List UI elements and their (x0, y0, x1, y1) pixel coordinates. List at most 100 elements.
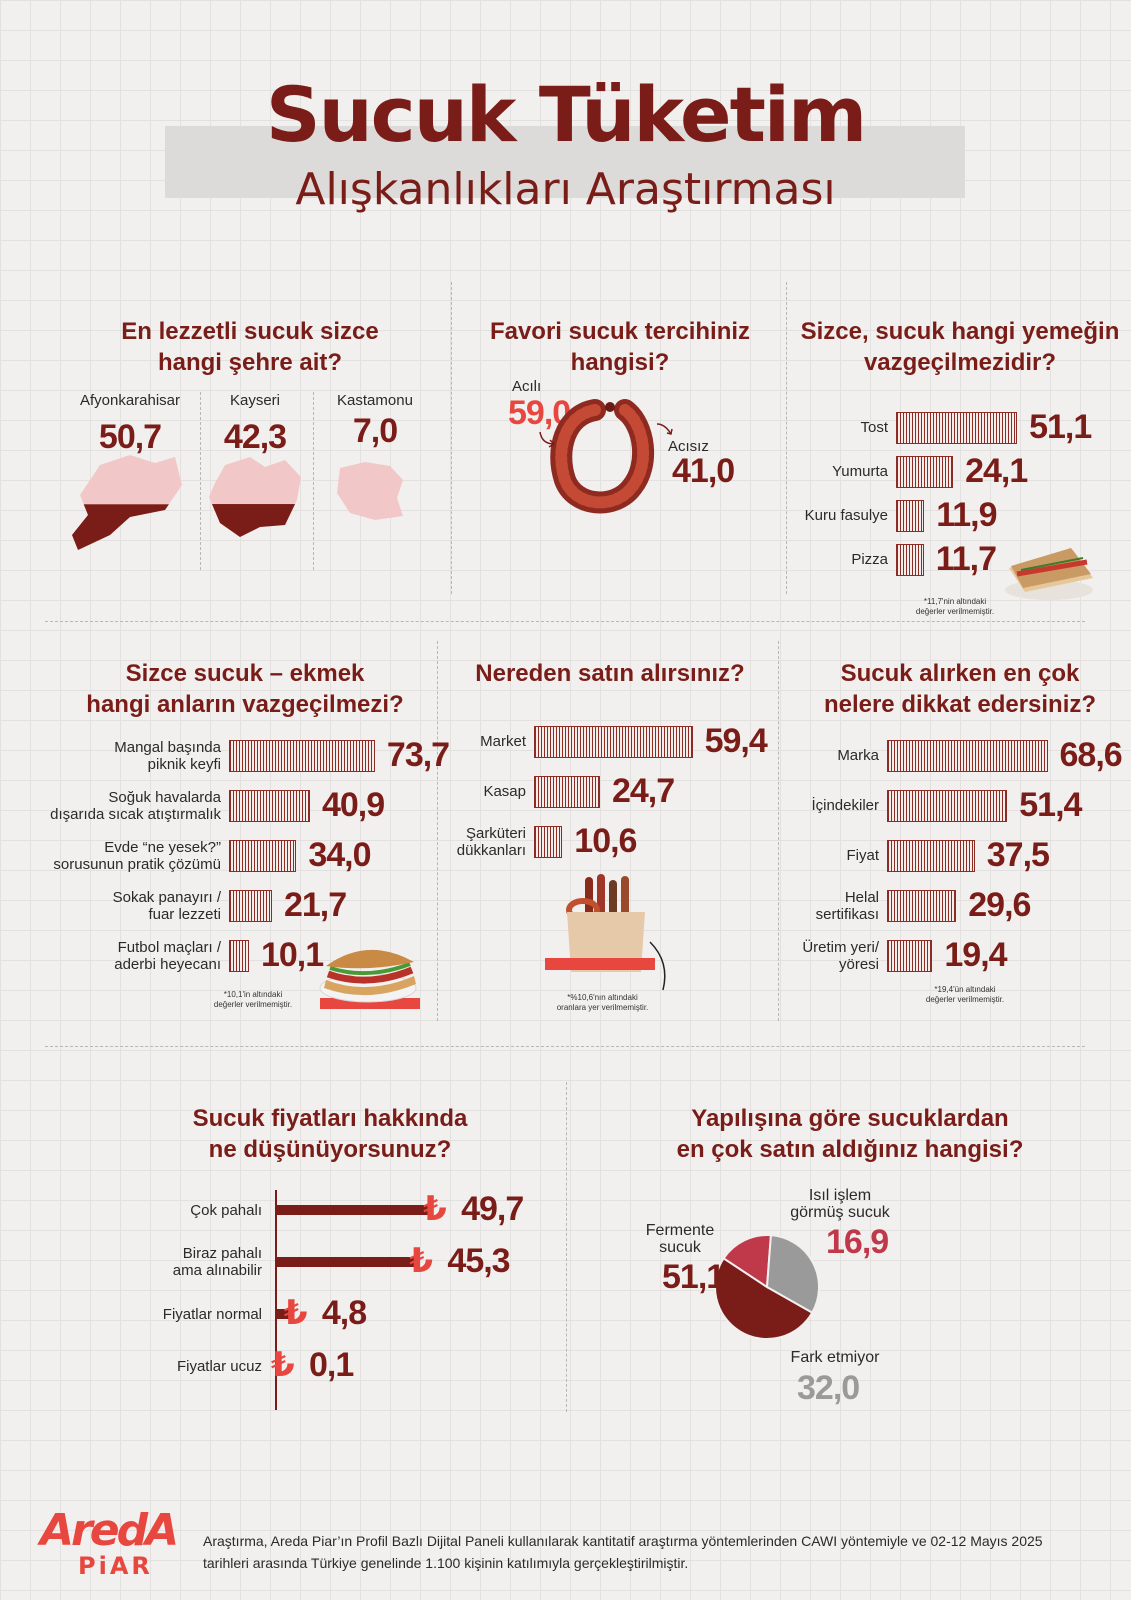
q1-question: En lezzetli sucuk sizce hangi şehre ait? (40, 316, 460, 378)
q5-label-1: Kasap (416, 783, 526, 800)
title-band (165, 126, 965, 198)
divider (778, 641, 779, 1021)
q3-note-line2: değerler verilmemiştir. (915, 607, 995, 616)
q5-bar-0 (534, 726, 693, 758)
pie-slice-fark-etmiyor (765, 1234, 820, 1315)
pie-slice-fermente (714, 1256, 814, 1340)
q3-value-1: 24,1 (965, 452, 1028, 490)
afyonkarahisar-map (72, 455, 182, 550)
q6-bar-3 (887, 890, 957, 922)
q3-question-line1: Sizce, sucuk hangi yemeğin (800, 318, 1120, 345)
q3-label-3-line1: Pizza (851, 551, 888, 568)
q7-question-line1: Sucuk fiyatları hakkında (192, 1105, 468, 1132)
kastamonu-map-base (337, 462, 403, 520)
q7-value-1: 45,3 (447, 1242, 510, 1280)
q7-value-3: 0,1 (309, 1346, 354, 1384)
q7-bar-3 (277, 1361, 279, 1371)
pie-slice-isil-islem (722, 1234, 773, 1289)
q6-label-0: Marka (769, 747, 879, 764)
city-name-kayseri: Kayseri (229, 392, 281, 409)
page-title: Sucuk Tüketim (265, 70, 867, 159)
lira-icon: ₺ (283, 1293, 308, 1333)
q6-bar-2 (887, 840, 975, 872)
footer-text: Araştırma, Areda Piar’ın Profil Bazlı Di… (203, 1533, 1043, 1571)
q6-note-line2: değerler verilmemiştir. (925, 995, 1005, 1004)
q5-bar-2 (534, 826, 563, 858)
q7-question: Sucuk fiyatları hakkında ne düşünüyorsun… (160, 1103, 500, 1165)
city-name-kastamonu: Kastamonu (337, 392, 413, 409)
q5-label-0-line1: Market (480, 733, 526, 750)
q4-question-line1: Sizce sucuk – ekmek (125, 660, 365, 687)
lira-icon: ₺ (409, 1241, 434, 1281)
q5-label-2: Şarküteri dükkanları (416, 825, 526, 859)
kastamonu-map-fill (335, 528, 405, 533)
q7-label-1-line2: ama alınabilir (172, 1262, 262, 1279)
sucuk-bread-image (319, 949, 420, 1009)
city-value-afyonkarahisar: 50,7 (98, 418, 162, 456)
q6-value-1: 51,4 (1019, 786, 1082, 824)
q7-label-0-line1: Çok pahalı (190, 1202, 262, 1219)
isil-islem-label-line2: görmüş sucuk (790, 1204, 890, 1221)
mild-value: 41,0 (672, 452, 735, 490)
q6-value-4: 19,4 (944, 936, 1007, 974)
q6-note: *19,4'ün altındaki değerler verilmemişti… (905, 985, 1025, 1005)
fermente-label-line2: sucuk (659, 1239, 701, 1256)
fermente-value: 51,1 (662, 1258, 725, 1296)
kayseri-map-fill (209, 504, 301, 537)
areda-logo: AredA (40, 1505, 179, 1556)
city-name-afyonkarahisar: Afyonkarahisar (79, 392, 181, 409)
q4-label-2-line2: sorusunun pratik çözümü (53, 856, 221, 873)
q4-label-4: Futbol maçları / aderbi heyecanı (11, 939, 221, 973)
q4-label-4-line1: Futbol maçları / (117, 939, 221, 956)
q4-label-0-line2: piknik keyfi (147, 756, 221, 773)
q7-label-3-line1: Fiyatlar ucuz (176, 1358, 262, 1375)
kastamonu-map (335, 462, 405, 533)
q6-label-2: Fiyat (769, 847, 879, 864)
q3-label-2: Kuru fasulye (768, 507, 888, 524)
q7-bar-0 (277, 1205, 432, 1215)
q4-label-1-line2: dışarıda sıcak atıştırmalık (50, 806, 221, 823)
q6-bar-0 (887, 740, 1048, 772)
q3-bar-3 (896, 544, 924, 576)
divider (45, 621, 1085, 622)
q4-label-2: Evde “ne yesek?” sorusunun pratik çözümü (11, 839, 221, 873)
city-value-kastamonu: 7,0 (352, 412, 398, 450)
q7-label-3: Fiyatlar ucuz (112, 1358, 262, 1375)
q7-label-2: Fiyatlar normal (112, 1306, 262, 1323)
q5-label-2-line1: Şarküteri (465, 825, 526, 842)
q4-label-1: Soğuk havalarda dışarıda sıcak atıştırmal… (11, 789, 221, 823)
q4-note-line2: değerler verilmemiştir. (213, 1000, 293, 1009)
isil-islem-value: 16,9 (826, 1223, 889, 1261)
q3-bar-1 (896, 456, 954, 488)
q3-label-1-line1: Yumurta (832, 463, 888, 480)
q7-value-0: 49,7 (461, 1190, 524, 1228)
q6-label-2-line1: Fiyat (846, 847, 879, 864)
q8-question: Yapılışına göre sucuklardan en çok satın… (580, 1103, 1120, 1165)
q5-note-line1: *%10,6'nın altındaki (567, 993, 638, 1002)
isil-islem-label-line1: Isıl işlem (808, 1187, 872, 1204)
q6-label-0-line1: Marka (837, 747, 879, 764)
q5-note: *%10,6'nın altındaki oranlara yer verilm… (540, 993, 665, 1013)
q6-bar-1 (887, 790, 1008, 822)
toast-sandwich-image (1005, 548, 1093, 600)
q5-value-2: 10,6 (574, 822, 637, 860)
q6-label-1-line1: İçindekiler (811, 797, 879, 814)
q7-label-1-line1: Biraz pahalı (182, 1245, 262, 1262)
q4-label-1-line1: Soğuk havalarda (108, 789, 221, 806)
q3-label-3: Pizza (768, 551, 888, 568)
q4-value-4: 10,1 (260, 936, 324, 974)
q3-label-1: Yumurta (768, 463, 888, 480)
divider (313, 392, 314, 570)
q5-label-2-line2: dükkanları (456, 842, 526, 859)
q4-label-2-line1: Evde “ne yesek?” (104, 839, 221, 856)
q6-question-line1: Sucuk alırken en çok (840, 660, 1080, 687)
q4-bar-1 (229, 790, 310, 822)
fark-etmiyor-value: 32,0 (797, 1369, 860, 1407)
sucuk-bag-image (545, 874, 666, 991)
q5-label-0: Market (416, 733, 526, 750)
q3-note-line1: *11,7'nin altındaki (923, 597, 987, 606)
q4-value-3: 21,7 (283, 886, 347, 924)
fermente-label-line1: Fermente (645, 1222, 715, 1239)
q7-axis (275, 1190, 277, 1410)
city-value-kayseri: 42,3 (223, 418, 287, 456)
